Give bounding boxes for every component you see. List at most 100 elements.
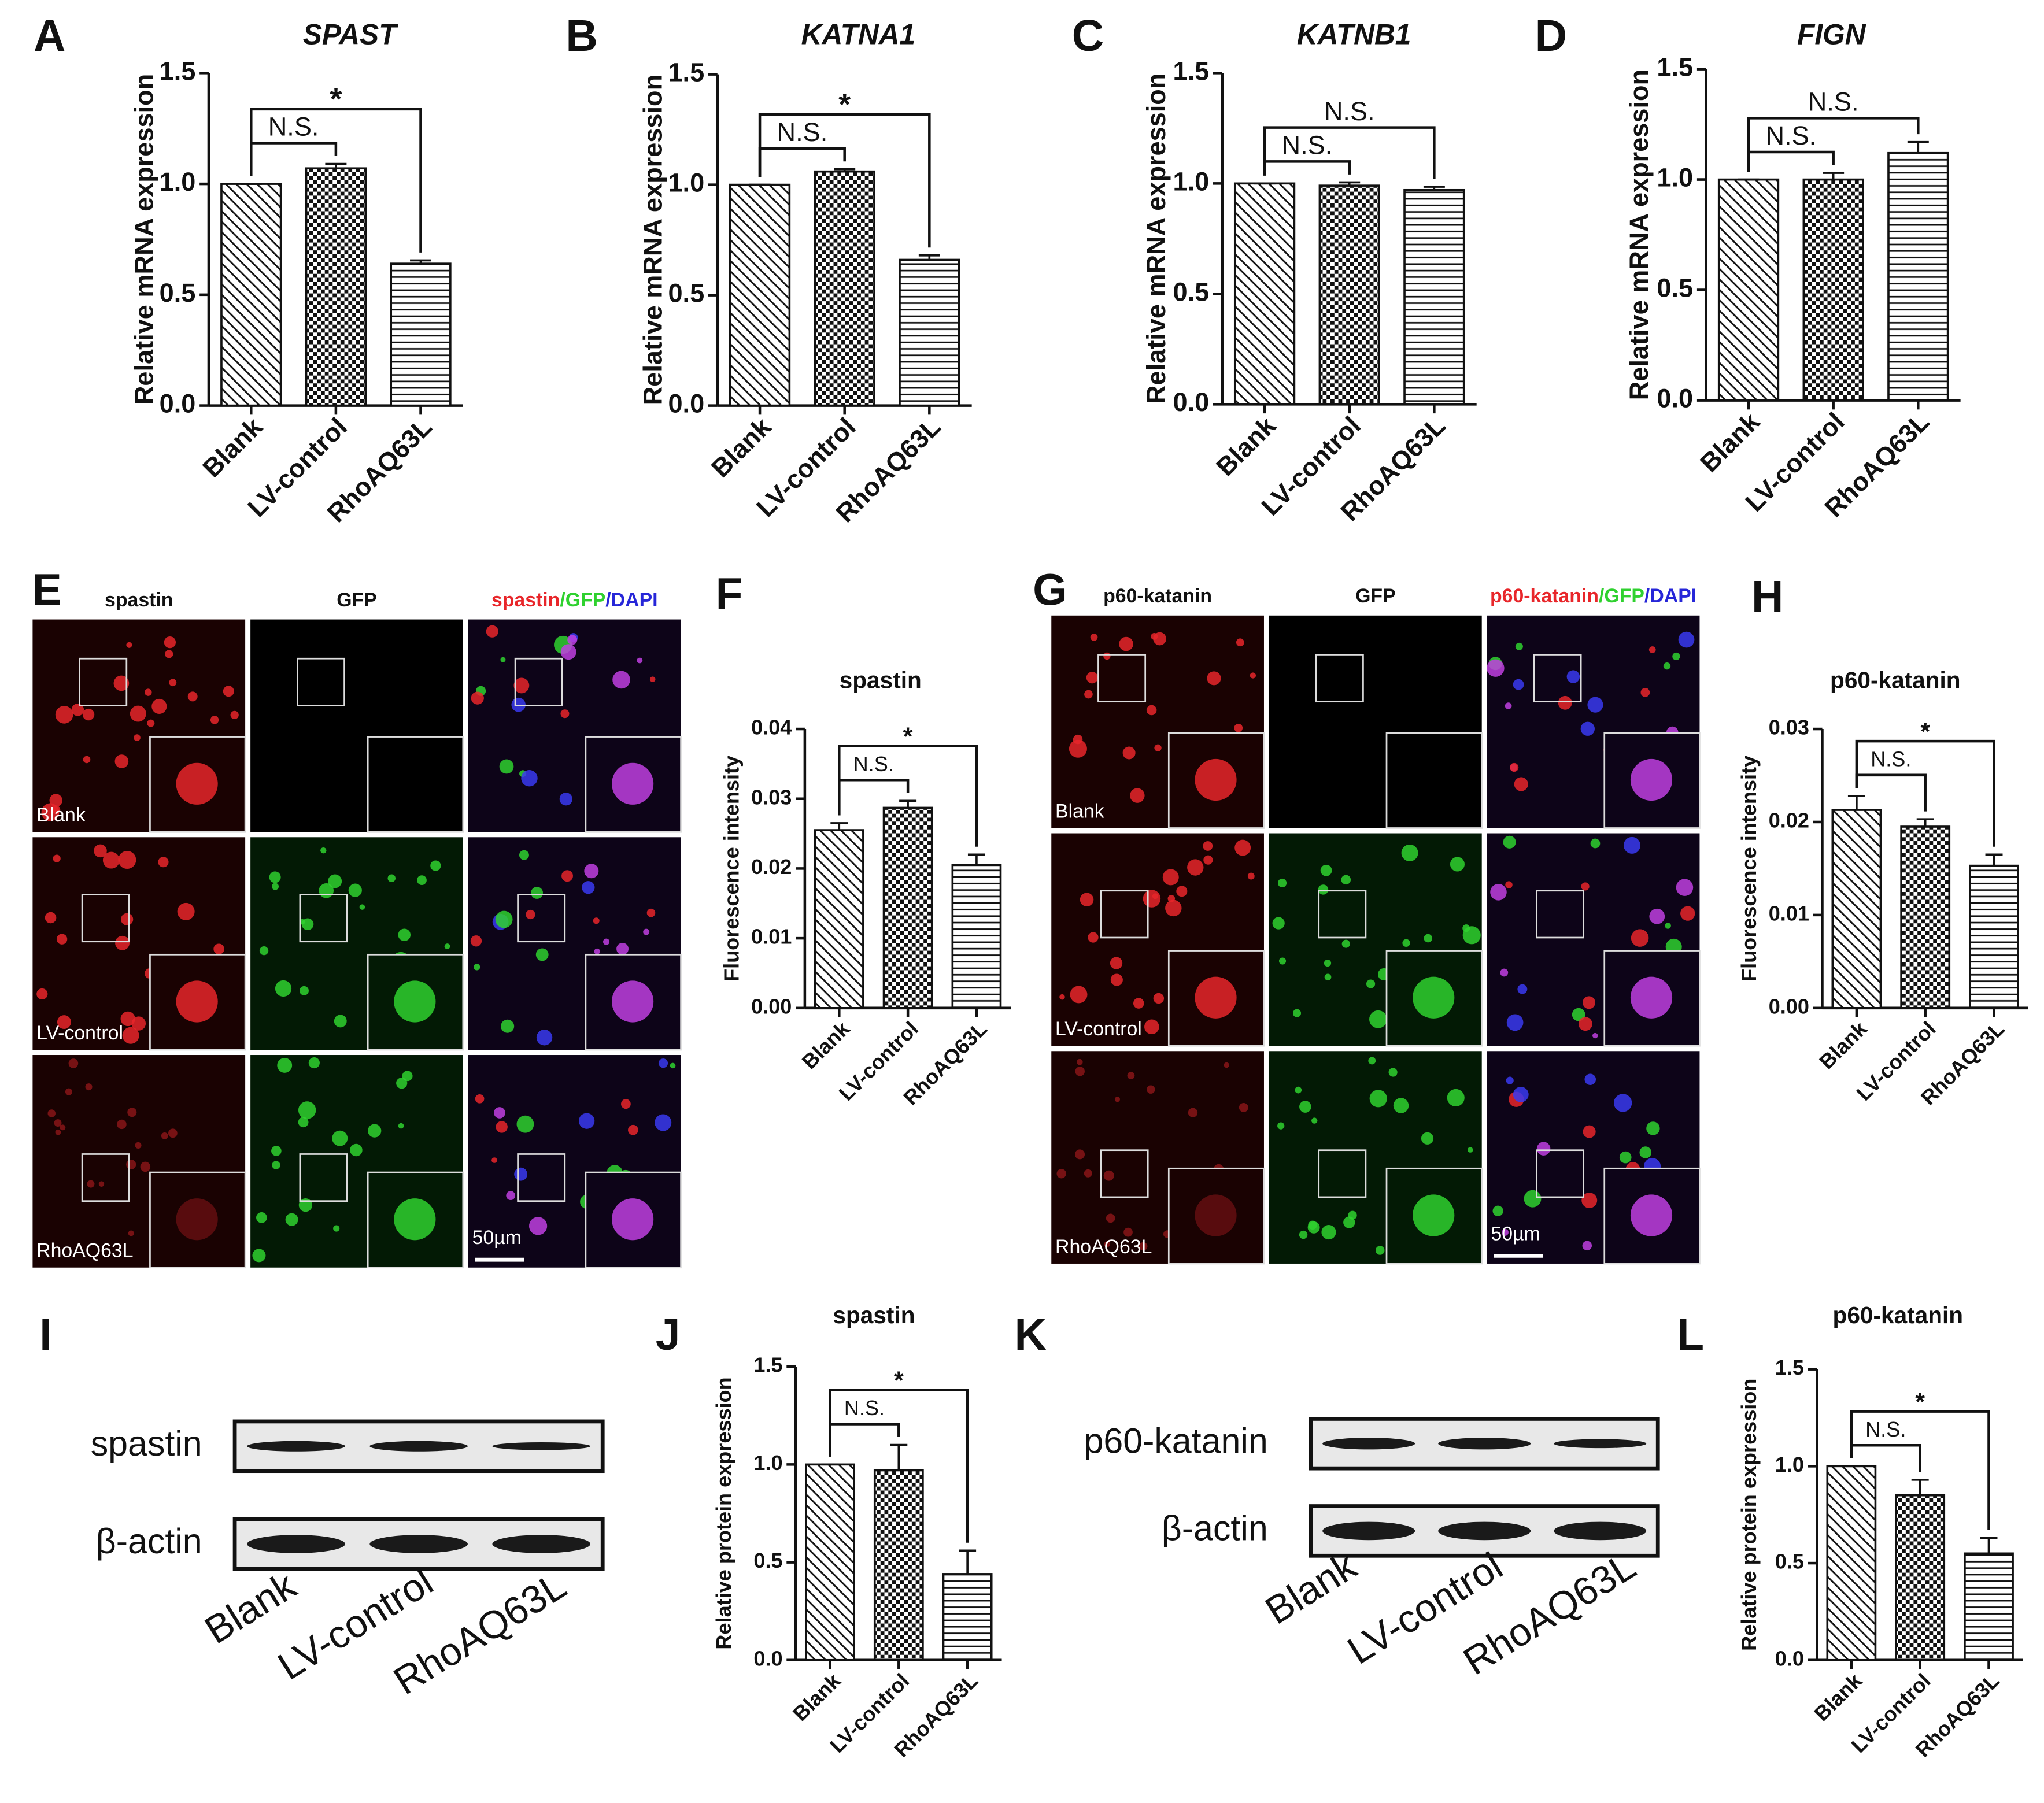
cell xyxy=(536,1030,553,1046)
channel-name: GFP xyxy=(1604,585,1644,607)
bar xyxy=(1969,864,2019,1009)
blot-band xyxy=(1554,1439,1647,1449)
x-tick-label: Blank xyxy=(1694,406,1766,478)
scale-bar-label: 50µm xyxy=(472,1227,522,1249)
cell xyxy=(1146,705,1157,716)
cell xyxy=(513,677,530,694)
chart-title: KATNA1 xyxy=(801,18,916,50)
inset-cell xyxy=(612,1198,654,1241)
cell xyxy=(1176,886,1188,897)
y-tick-label: 0.0 xyxy=(753,1646,782,1670)
panel-letter: F xyxy=(716,569,743,619)
error-bar xyxy=(1423,186,1445,190)
cell xyxy=(1678,631,1695,648)
inset-box xyxy=(1315,654,1364,703)
inset-cell xyxy=(1630,758,1673,801)
row-label: LV-control xyxy=(36,1022,123,1044)
significance-bracket xyxy=(1855,739,1995,847)
bar xyxy=(882,806,933,1009)
channel-name: DAPI xyxy=(1650,585,1696,607)
cell xyxy=(1277,1122,1285,1130)
inset-cell xyxy=(1413,976,1455,1019)
cell xyxy=(1513,1087,1529,1102)
bar xyxy=(1895,1494,1946,1661)
y-axis-label: Relative protein expression xyxy=(1737,1379,1761,1651)
cell xyxy=(117,1119,127,1130)
significance-bracket xyxy=(1850,1410,1990,1530)
y-tick-label: 1.0 xyxy=(668,168,704,198)
y-tick-label: 0.5 xyxy=(753,1549,782,1572)
cell xyxy=(57,1015,71,1030)
cell xyxy=(319,883,334,898)
cell xyxy=(514,1167,528,1181)
cell xyxy=(47,1109,56,1117)
inset-box xyxy=(299,1153,348,1202)
inset-box xyxy=(1536,1149,1585,1198)
cell xyxy=(187,691,198,702)
cell xyxy=(1122,746,1136,760)
channel-label: GFP xyxy=(1355,585,1396,607)
cell xyxy=(1558,695,1572,710)
cell xyxy=(1487,659,1505,677)
chart-title: FIGN xyxy=(1797,18,1866,50)
y-axis-label: Relative mRNA expression xyxy=(1624,69,1654,400)
cell xyxy=(1224,1062,1229,1068)
cell xyxy=(470,935,482,947)
cell xyxy=(561,870,573,882)
cell xyxy=(1234,723,1243,732)
blot-band xyxy=(1438,1438,1531,1450)
cell xyxy=(499,759,514,774)
channel-label: spastin xyxy=(105,589,173,611)
significance-bracket xyxy=(1263,126,1436,179)
bar xyxy=(1887,151,1949,402)
cell xyxy=(121,913,134,925)
inset-box xyxy=(514,657,563,706)
cell xyxy=(271,883,279,890)
cell xyxy=(637,657,643,664)
panel-letter: E xyxy=(32,566,62,615)
cell xyxy=(1514,777,1528,791)
cell xyxy=(68,1058,79,1068)
error-bar xyxy=(890,1443,908,1471)
cell xyxy=(1343,1216,1355,1228)
inset-box xyxy=(81,894,130,943)
significance-label: N.S. xyxy=(1282,130,1333,160)
cell xyxy=(486,625,498,638)
separator: / xyxy=(1644,585,1650,607)
channel-name: GFP xyxy=(565,589,606,611)
y-tick-label: 1.5 xyxy=(668,58,704,87)
cell xyxy=(169,679,177,687)
error-bar xyxy=(830,822,848,831)
cell xyxy=(1056,1169,1066,1179)
inset xyxy=(585,1171,682,1269)
cell xyxy=(359,904,365,910)
cell xyxy=(1324,959,1332,967)
cell xyxy=(1584,1073,1596,1086)
cell xyxy=(82,708,95,721)
y-axis-label: Relative mRNA expression xyxy=(638,75,667,405)
band-label: β-actin xyxy=(96,1521,202,1561)
cell xyxy=(594,948,600,954)
cell xyxy=(368,1124,382,1138)
blot-band xyxy=(247,1535,345,1553)
bar xyxy=(390,262,452,407)
significance-label: N.S. xyxy=(1765,121,1816,150)
blot-band xyxy=(369,1441,468,1452)
cell xyxy=(1663,662,1671,670)
cell xyxy=(584,864,599,879)
cell xyxy=(1084,690,1093,699)
cell xyxy=(475,1094,485,1104)
bar xyxy=(1831,809,1882,1009)
inset-box xyxy=(1100,890,1149,939)
chart-title: p60-katanin xyxy=(1833,1302,1964,1328)
y-tick-label: 0.03 xyxy=(751,785,792,809)
y-tick-label: 0.0 xyxy=(1775,1646,1804,1670)
chart-title: spastin xyxy=(840,667,922,694)
error-bar xyxy=(1911,1479,1929,1495)
cell xyxy=(328,874,342,888)
error-bar xyxy=(1980,1537,1998,1554)
cell xyxy=(471,691,484,705)
cell xyxy=(1524,1190,1542,1208)
cell xyxy=(1672,652,1680,661)
